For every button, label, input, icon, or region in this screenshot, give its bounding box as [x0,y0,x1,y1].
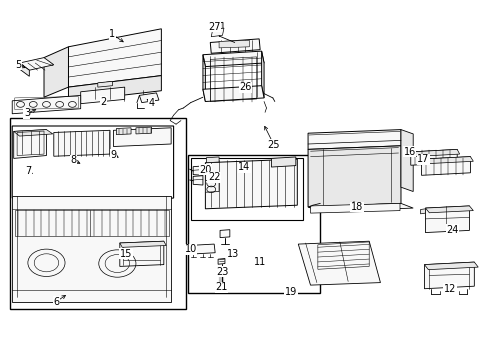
Polygon shape [421,157,472,164]
Polygon shape [218,270,224,276]
Polygon shape [188,244,215,254]
Polygon shape [310,203,399,213]
Polygon shape [54,130,110,156]
Polygon shape [425,206,468,233]
Text: 26: 26 [239,82,251,92]
Text: 8: 8 [70,155,76,165]
Polygon shape [410,149,456,165]
Polygon shape [98,81,112,87]
Polygon shape [211,28,224,37]
Bar [190,158,303,220]
Text: 24: 24 [445,225,458,235]
Polygon shape [139,93,159,103]
Text: 7: 7 [25,166,31,176]
Polygon shape [205,159,297,209]
Polygon shape [271,157,295,167]
Text: 11: 11 [253,257,266,267]
Bar [188,155,320,293]
Polygon shape [307,146,400,207]
Polygon shape [261,51,264,98]
Polygon shape [410,149,459,157]
Polygon shape [205,180,219,192]
Polygon shape [421,157,469,175]
Polygon shape [210,39,260,53]
Polygon shape [14,130,46,158]
Polygon shape [68,76,161,102]
Text: 16: 16 [403,147,415,157]
Polygon shape [203,55,205,102]
Text: 3: 3 [24,108,30,118]
Text: 21: 21 [215,282,227,292]
Text: 14: 14 [238,162,250,172]
Polygon shape [193,166,203,175]
Polygon shape [68,29,161,87]
Text: 4: 4 [148,98,154,108]
Text: 6: 6 [53,297,59,307]
Polygon shape [298,241,380,285]
Text: 19: 19 [284,287,297,297]
Polygon shape [203,51,264,67]
Polygon shape [14,130,53,136]
Text: 27: 27 [207,22,220,32]
Text: 20: 20 [199,165,211,175]
Polygon shape [81,87,124,104]
Polygon shape [120,241,166,247]
Bar [10,118,185,309]
Text: 22: 22 [207,172,220,182]
Polygon shape [203,86,264,102]
Polygon shape [120,241,163,266]
Text: 1: 1 [109,29,115,39]
Polygon shape [220,230,229,238]
Text: 9: 9 [111,150,117,160]
Polygon shape [193,176,203,185]
Polygon shape [136,127,151,134]
Text: 13: 13 [226,249,239,259]
Polygon shape [12,196,171,302]
Text: 12: 12 [443,284,455,294]
Text: 18: 18 [350,202,363,212]
Polygon shape [215,22,223,30]
Polygon shape [400,130,412,192]
Text: 23: 23 [216,267,228,277]
Polygon shape [424,262,477,270]
Polygon shape [425,206,472,213]
Polygon shape [307,203,412,212]
Polygon shape [113,128,171,147]
Polygon shape [12,95,81,114]
Text: 2: 2 [101,96,106,107]
Polygon shape [219,40,249,48]
Polygon shape [420,209,425,214]
Polygon shape [307,130,400,149]
Polygon shape [116,128,131,135]
Text: 5: 5 [16,60,21,70]
Polygon shape [20,63,29,76]
Text: 10: 10 [184,244,197,254]
Text: 17: 17 [416,154,429,164]
Text: 25: 25 [267,140,280,150]
Polygon shape [206,157,219,163]
Polygon shape [44,47,68,97]
Text: 15: 15 [120,249,132,259]
Polygon shape [218,258,224,264]
Polygon shape [424,262,473,289]
Polygon shape [20,58,54,70]
